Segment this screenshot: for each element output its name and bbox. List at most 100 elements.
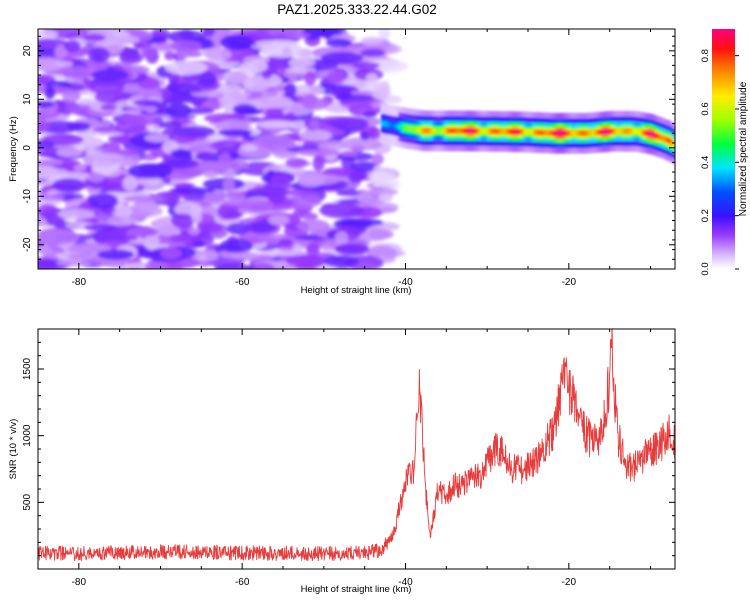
signal-ridge-cell xyxy=(403,125,408,131)
noise-speckle xyxy=(100,104,117,111)
signal-ridge-cell xyxy=(609,128,614,134)
noise-speckle xyxy=(250,91,263,99)
noise-speckle xyxy=(169,187,215,195)
signal-ridge-cell xyxy=(518,129,522,135)
signal-ridge-cell xyxy=(669,139,674,145)
snr-panel: -80 -60 -40 -20 500 1000 1500 Height of strai… xyxy=(8,328,676,595)
signal-ridge-cell xyxy=(506,128,511,135)
signal-ridge-cell xyxy=(532,129,536,135)
signal-ridge-cell xyxy=(572,130,576,136)
noise-speckle xyxy=(56,259,92,267)
noise-speckle-layer xyxy=(38,29,409,269)
noise-speckle xyxy=(230,71,244,82)
colorbar: 0.0 0.2 0.4 0.6 0.8 Normalized spectral ampl… xyxy=(700,29,749,276)
signal-ridge-cell xyxy=(406,125,411,132)
signal-ridge-cell xyxy=(658,134,662,140)
noise-speckle xyxy=(38,229,80,245)
noise-speckle xyxy=(296,148,340,157)
noise-speckle xyxy=(157,225,177,237)
noise-speckle xyxy=(165,60,208,76)
noise-speckle xyxy=(122,176,138,192)
noise-speckle xyxy=(197,71,218,87)
snr-y-axis-label: SNR (10 * v/v) xyxy=(8,419,19,480)
noise-speckle xyxy=(266,187,287,203)
noise-speckle xyxy=(38,159,64,166)
noise-speckle xyxy=(326,69,345,85)
signal-ridge-cell xyxy=(409,126,414,132)
signal-ridge-cell xyxy=(541,130,545,136)
noise-speckle xyxy=(335,243,370,256)
signal-ridge-cell xyxy=(441,128,445,134)
noise-speckle xyxy=(203,171,219,179)
noise-speckle xyxy=(304,57,316,67)
noise-speckle xyxy=(141,46,155,59)
signal-ridge-cell xyxy=(426,128,431,134)
signal-ridge-cell xyxy=(455,128,459,134)
noise-speckle xyxy=(222,90,248,101)
noise-speckle xyxy=(153,191,180,206)
noise-speckle xyxy=(224,191,246,200)
noise-speckle xyxy=(303,29,340,37)
noise-speckle xyxy=(164,51,175,61)
signal-ridge-cell xyxy=(583,130,588,136)
noise-speckle xyxy=(196,151,213,159)
spectrogram-y-tick-label: 10 xyxy=(22,93,33,105)
noise-speckle xyxy=(133,99,162,107)
signal-ridge-cell xyxy=(389,122,394,128)
noise-speckle xyxy=(122,113,160,126)
signal-ridge-cell xyxy=(566,130,571,136)
signal-ridge-cell xyxy=(401,124,405,131)
noise-speckle xyxy=(285,157,308,168)
noise-speckle xyxy=(249,96,295,109)
signal-ridge-cell xyxy=(469,128,474,134)
signal-ridge-cell xyxy=(606,128,611,135)
spectrogram-x-tick-label: -20 xyxy=(562,277,577,288)
noise-speckle xyxy=(192,240,206,248)
noise-speckle xyxy=(67,66,93,80)
noise-speckle xyxy=(81,152,126,167)
noise-speckle xyxy=(168,94,197,103)
noise-speckle xyxy=(286,256,325,268)
noise-speckle xyxy=(66,253,99,260)
noise-speckle xyxy=(170,213,195,228)
snr-y-tick-label: 500 xyxy=(22,494,33,511)
noise-speckle xyxy=(296,219,330,233)
snr-plot-area xyxy=(38,329,675,562)
signal-ridge-cell xyxy=(435,128,439,134)
signal-ridge-cell xyxy=(398,124,402,130)
colorbar-tick-label: 0.0 xyxy=(700,262,711,275)
noise-speckle xyxy=(202,29,216,38)
noise-speckle xyxy=(260,250,305,257)
signal-ridge-cell xyxy=(592,130,596,136)
noise-speckle xyxy=(170,149,192,158)
noise-speckle xyxy=(191,210,203,223)
signal-ridge-cell xyxy=(392,123,396,129)
signal-ridge-cell xyxy=(421,128,425,134)
colorbar-gradient xyxy=(712,29,735,269)
snr-y-tick-label: 1500 xyxy=(22,357,33,380)
figure-title: PAZ1.2025.333.22.44.G02 xyxy=(277,2,437,17)
snr-series-line xyxy=(38,329,675,562)
spectrogram-x-tick-label: -80 xyxy=(72,277,87,288)
noise-speckle xyxy=(56,147,83,158)
snr-x-axis-label: Height of straight line (km) xyxy=(301,584,412,595)
noise-speckle xyxy=(260,42,304,58)
signal-ridge-cell xyxy=(509,129,514,135)
noise-speckle xyxy=(96,249,135,260)
signal-ridge-cell xyxy=(523,129,528,135)
noise-speckle xyxy=(288,57,309,69)
signal-ridge-cell xyxy=(641,129,645,136)
signal-ridge-cell xyxy=(575,130,579,136)
signal-ridge-cell xyxy=(552,130,556,136)
noise-speckle xyxy=(319,202,365,219)
noise-speckle xyxy=(325,38,352,48)
signal-ridge-cell xyxy=(383,121,388,127)
noise-speckle xyxy=(219,238,254,253)
signal-ridge-cell xyxy=(515,129,519,135)
signal-ridge-cell xyxy=(549,130,554,136)
signal-ridge-cell xyxy=(443,128,448,134)
signal-ridge-cell xyxy=(489,128,494,134)
noise-speckle xyxy=(215,84,243,93)
signal-ridge-cell xyxy=(558,130,562,136)
